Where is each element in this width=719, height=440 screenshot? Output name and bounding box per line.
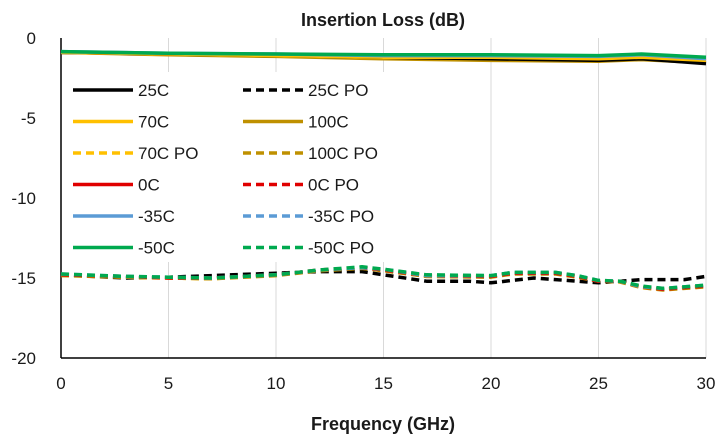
series-lines (60, 49, 707, 292)
axes (60, 38, 706, 359)
legend-label-0c-po: 0C PO (308, 176, 359, 195)
y-tick-label--20: -20 (11, 349, 36, 368)
x-tick-label-20: 20 (482, 374, 501, 393)
x-tick-label-0: 0 (56, 374, 65, 393)
y-tick-label-0: 0 (27, 29, 36, 48)
series-line--50c (60, 49, 707, 59)
legend-label-70c-po: 70C PO (138, 144, 198, 163)
legend-label--50c-po: -50C PO (308, 239, 374, 258)
y-tick-label--15: -15 (11, 269, 36, 288)
legend-label-25c: 25C (138, 81, 169, 100)
x-tick-label-10: 10 (267, 374, 286, 393)
x-tick-label-15: 15 (374, 374, 393, 393)
chart-title: Insertion Loss (dB) (301, 10, 465, 30)
tick-labels: 0 5 10 15 20 25 30 0 -5 -10 -15 -20 (11, 29, 715, 393)
x-tick-label-30: 30 (697, 374, 716, 393)
legend-label-100c: 100C (308, 113, 349, 132)
legend-background (66, 72, 401, 262)
legend-label--35c-po: -35C PO (308, 207, 374, 226)
legend-label-70c: 70C (138, 113, 169, 132)
series-line--50c-po (60, 265, 707, 291)
legend: 25C 25C PO 70C 100C 70C PO 100C PO 0C 0C PO -35C… (66, 72, 401, 262)
x-axis-title: Frequency (GHz) (311, 414, 455, 434)
legend-label-0c: 0C (138, 176, 160, 195)
y-tick-label--5: -5 (21, 109, 36, 128)
legend-label-25c-po: 25C PO (308, 81, 368, 100)
x-tick-label-25: 25 (589, 374, 608, 393)
y-tick-label--10: -10 (11, 189, 36, 208)
legend-label--35c: -35C (138, 207, 175, 226)
legend-label--50c: -50C (138, 239, 175, 258)
x-tick-label-5: 5 (164, 374, 173, 393)
legend-label-100c-po: 100C PO (308, 144, 378, 163)
